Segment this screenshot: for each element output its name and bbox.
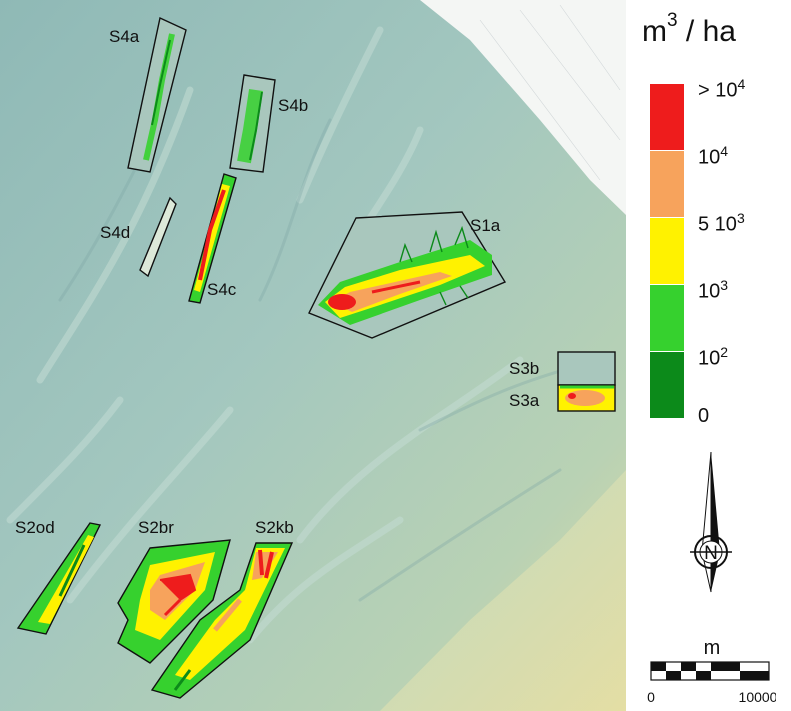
legend-label-3: 5 103	[698, 210, 745, 236]
legend-label-4: 103	[698, 277, 729, 303]
zone-s4d: S4d	[100, 196, 177, 278]
zone-s4b: S4b	[229, 74, 308, 173]
zone-label-s2od: S2od	[15, 518, 55, 537]
zone-label-s4d: S4d	[100, 223, 130, 242]
units-rest: / ha	[677, 15, 736, 48]
legend-label-1: > 104	[698, 76, 746, 102]
zone-s2br: S2br	[117, 518, 231, 664]
scale-bar: m 0 10000	[647, 637, 776, 705]
zone-s2od: S2od	[15, 518, 102, 635]
zone-label-s4c: S4c	[207, 280, 237, 299]
scale-checker	[650, 661, 770, 681]
zone-label-s2br: S2br	[138, 518, 174, 537]
zone-label-s3a: S3a	[509, 391, 540, 410]
legend-label-6: 0	[698, 405, 710, 427]
zone-s1a: S1a	[308, 211, 507, 339]
legend-swatch-4	[650, 285, 684, 351]
legend-label-5: 102	[698, 344, 729, 370]
zone-s3a: S3a	[509, 384, 616, 412]
legend-swatch-3	[650, 218, 684, 284]
zone-label-s3b: S3b	[509, 359, 539, 378]
map-area: S4a S4b S4d S4c S1a	[0, 0, 626, 711]
units-main: m	[642, 15, 667, 48]
zone-s4c: S4c	[188, 173, 237, 304]
scale-min-label: 0	[647, 689, 655, 705]
zone-s4a: S4a	[109, 16, 187, 173]
legend-units-title: m3 / ha	[642, 10, 736, 49]
scale-unit: m	[704, 637, 721, 659]
zone-s3b: S3b	[509, 351, 616, 386]
units-exponent: 3	[667, 10, 678, 31]
zone-label-s1a: S1a	[470, 216, 501, 235]
legend-swatch-5	[650, 352, 684, 418]
north-label: N	[704, 543, 718, 564]
north-arrow-icon: N	[690, 452, 732, 593]
zone-label-s4a: S4a	[109, 27, 140, 46]
legend-label-2: 104	[698, 143, 729, 169]
legend-swatch-2	[650, 151, 684, 217]
scale-max-label: 10000	[739, 689, 776, 705]
zone-s2kb: S2kb	[150, 518, 294, 699]
legend-panel: m3 / ha > 104 104 5 103 103 102 0 N m 0 10000	[626, 0, 791, 711]
zone-label-s2kb: S2kb	[255, 518, 294, 537]
bathymetry-background	[0, 0, 626, 711]
zone-label-s4b: S4b	[278, 96, 308, 115]
legend-swatch-1	[650, 84, 684, 150]
